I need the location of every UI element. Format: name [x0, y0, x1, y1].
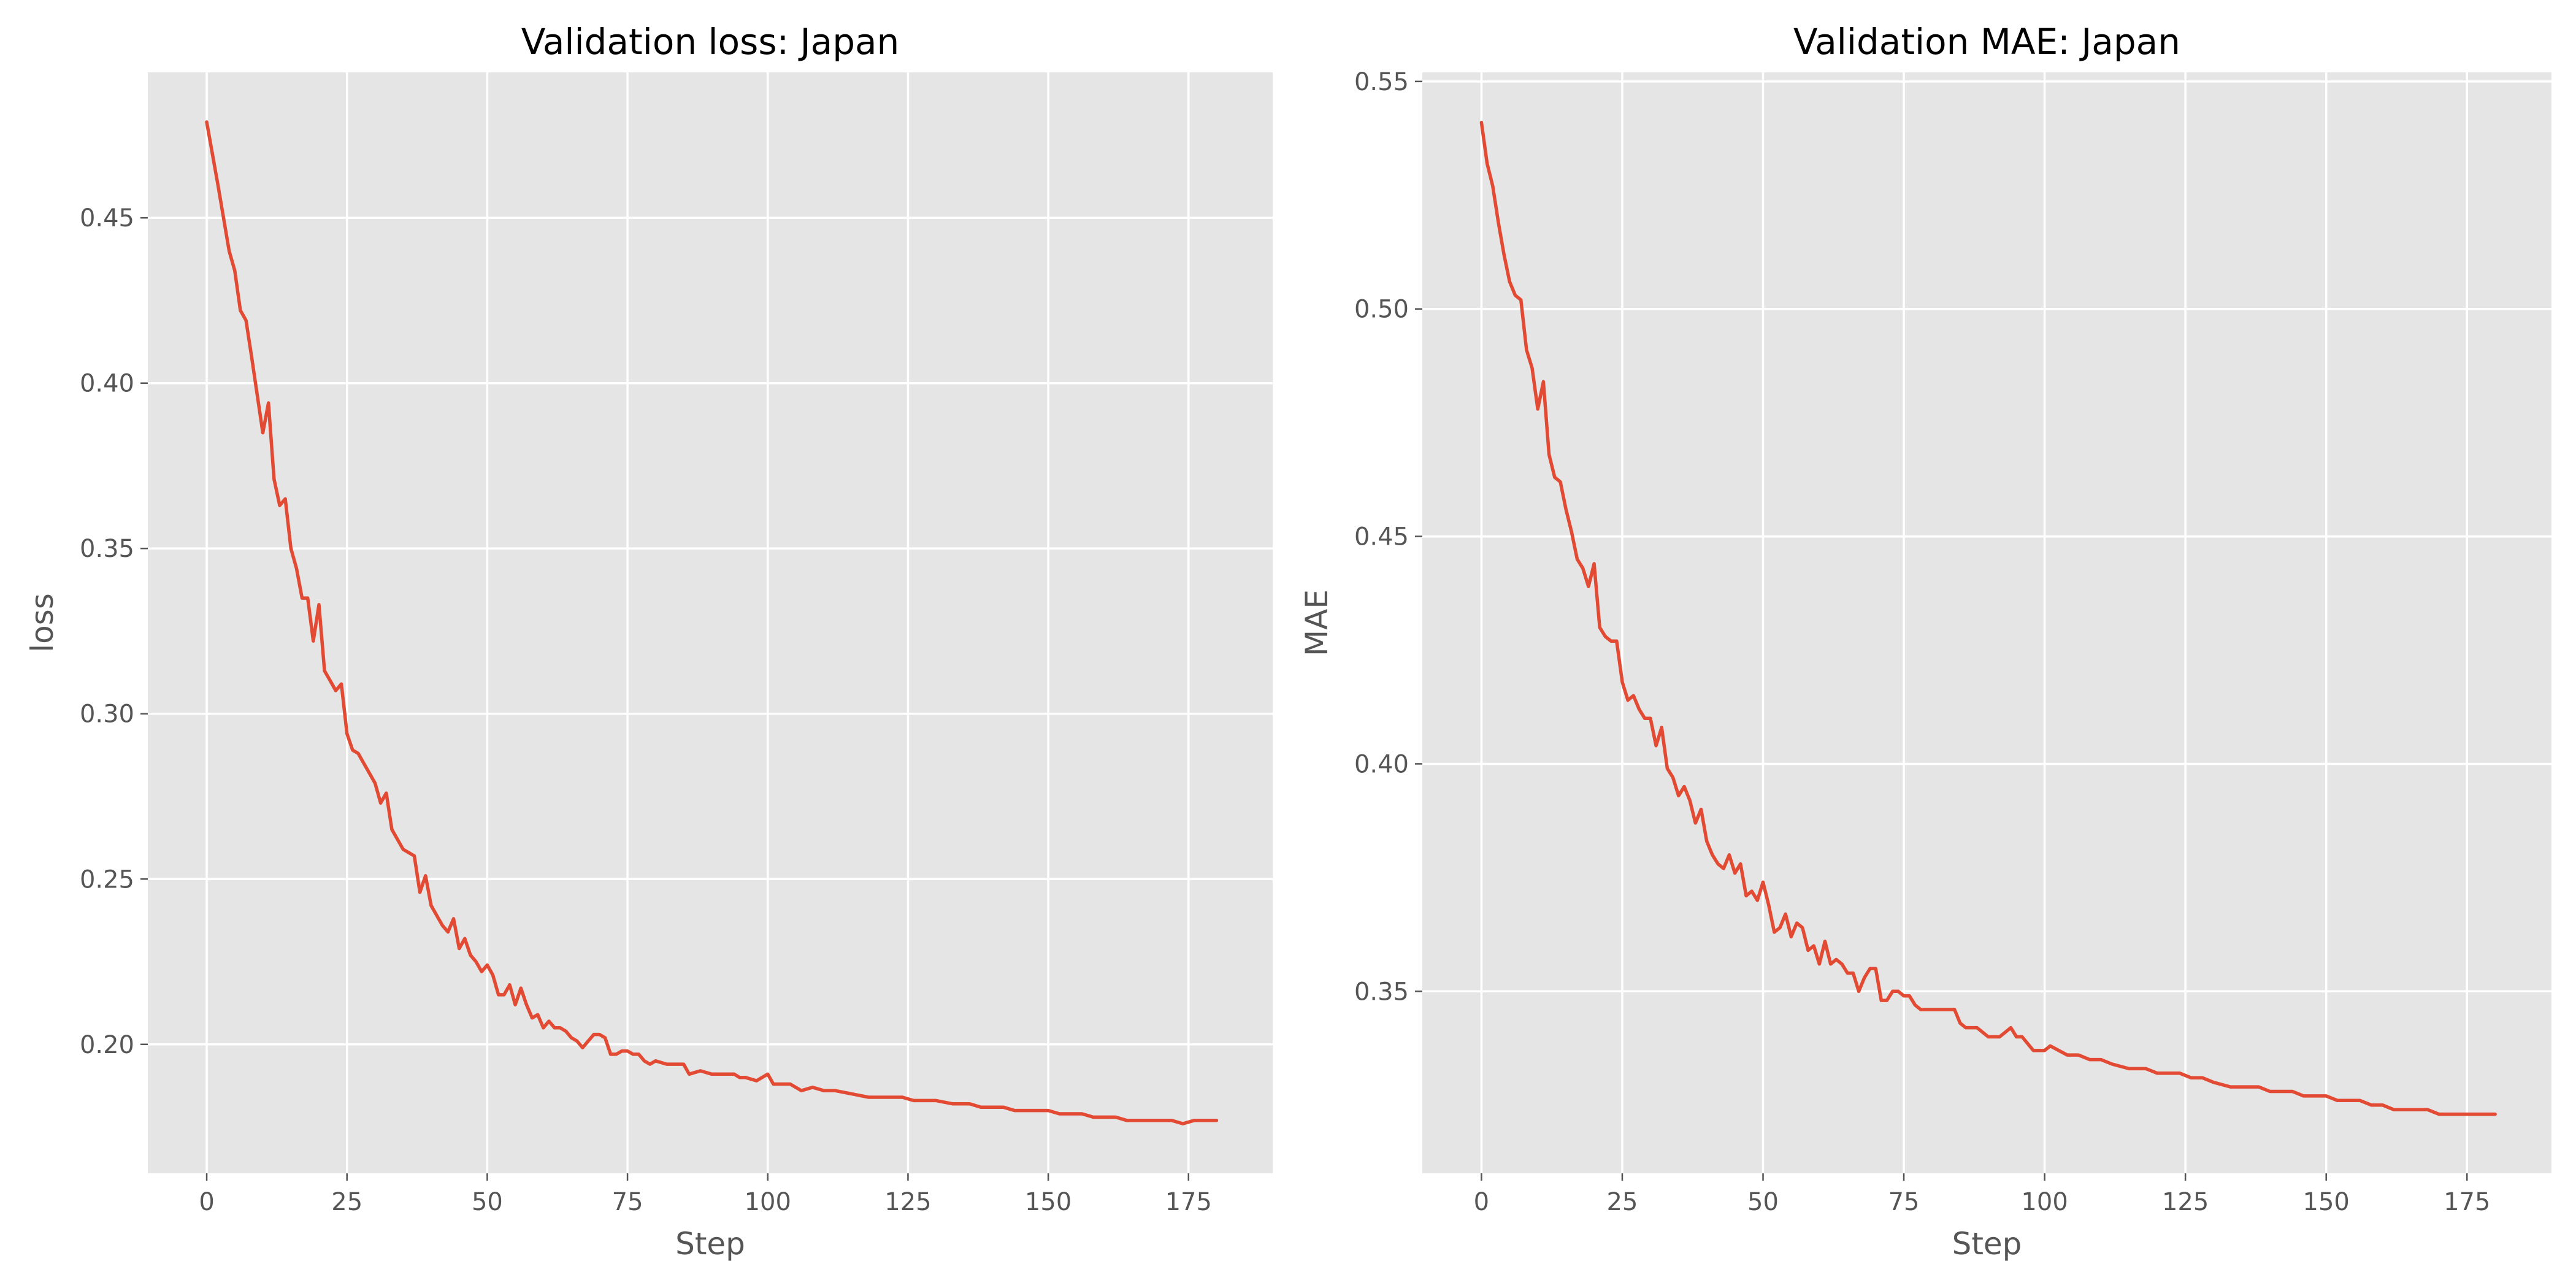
mae-ticks: 0 25 50 75 100 125 150 175 0.35 0.40 0.45 0.50 0.55	[1354, 68, 2491, 1216]
mae-x-tick-label: 150	[2303, 1188, 2350, 1216]
loss-y-tick-label: 0.30	[80, 700, 134, 729]
loss-chart-title: Validation loss: Japan	[521, 21, 900, 63]
loss-y-tick-label: 0.40	[80, 370, 134, 398]
loss-y-tick-label: 0.20	[80, 1031, 134, 1059]
mae-x-tick-label: 25	[1607, 1188, 1638, 1216]
loss-y-tick-label: 0.25	[80, 865, 134, 894]
mae-plot-area	[1422, 72, 2551, 1173]
loss-x-axis-label: Step	[675, 1226, 745, 1262]
mae-x-tick-label: 125	[2162, 1188, 2209, 1216]
loss-y-tick-label: 0.35	[80, 535, 134, 563]
loss-series-line	[205, 120, 1219, 1125]
loss-y-tick-label: 0.45	[80, 204, 134, 232]
mae-y-tick-label: 0.50	[1354, 296, 1409, 324]
loss-x-tick-label: 75	[612, 1188, 643, 1216]
mae-chart-title: Validation MAE: Japan	[1793, 21, 2180, 63]
loss-x-tick-label: 50	[472, 1188, 503, 1216]
loss-x-tick-label: 150	[1025, 1188, 1071, 1216]
mae-x-tick-label: 100	[2021, 1188, 2068, 1216]
loss-series	[205, 120, 1219, 1125]
mae-y-tick-label: 0.40	[1354, 750, 1409, 778]
loss-chart-panel: 0 25 50 75 100 125 150 175 0.20 0.25 0.30 0.35 0.40 0…	[25, 21, 1273, 1262]
mae-x-tick-label: 175	[2444, 1188, 2490, 1216]
loss-x-tick-label: 0	[199, 1188, 214, 1216]
mae-chart-panel: 0 25 50 75 100 125 150 1750.350.400.450.500.55 …	[1299, 21, 2551, 1262]
mae-series	[1479, 120, 2497, 1116]
mae-y-tick-label: 0.45	[1354, 523, 1409, 551]
mae-x-axis-label: Step	[1952, 1226, 2022, 1262]
loss-x-tick-label: 100	[745, 1188, 791, 1216]
loss-x-tick-label: 175	[1165, 1188, 1212, 1216]
loss-ticks: 0 25 50 75 100 125 150 175 0.20 0.25 0.30 0.35 0.40 0…	[80, 204, 1212, 1216]
mae-y-tick-label: 0.35	[1354, 978, 1409, 1006]
mae-x-tick-label: 0	[1474, 1188, 1489, 1216]
mae-y-axis-label: MAE	[1299, 589, 1335, 656]
loss-y-axis-label: loss	[25, 593, 60, 653]
loss-plot-area	[148, 72, 1273, 1173]
loss-gridlines	[148, 72, 1273, 1173]
mae-x-tick-label: 50	[1747, 1188, 1779, 1216]
mae-gridlines	[1422, 72, 2551, 1173]
mae-series-line	[1479, 120, 2497, 1116]
mae-y-tick-label: 0.55	[1354, 68, 1409, 96]
loss-x-tick-label: 125	[884, 1188, 931, 1216]
mae-x-tick-label: 75	[1888, 1188, 1920, 1216]
loss-x-tick-label: 25	[331, 1188, 362, 1216]
